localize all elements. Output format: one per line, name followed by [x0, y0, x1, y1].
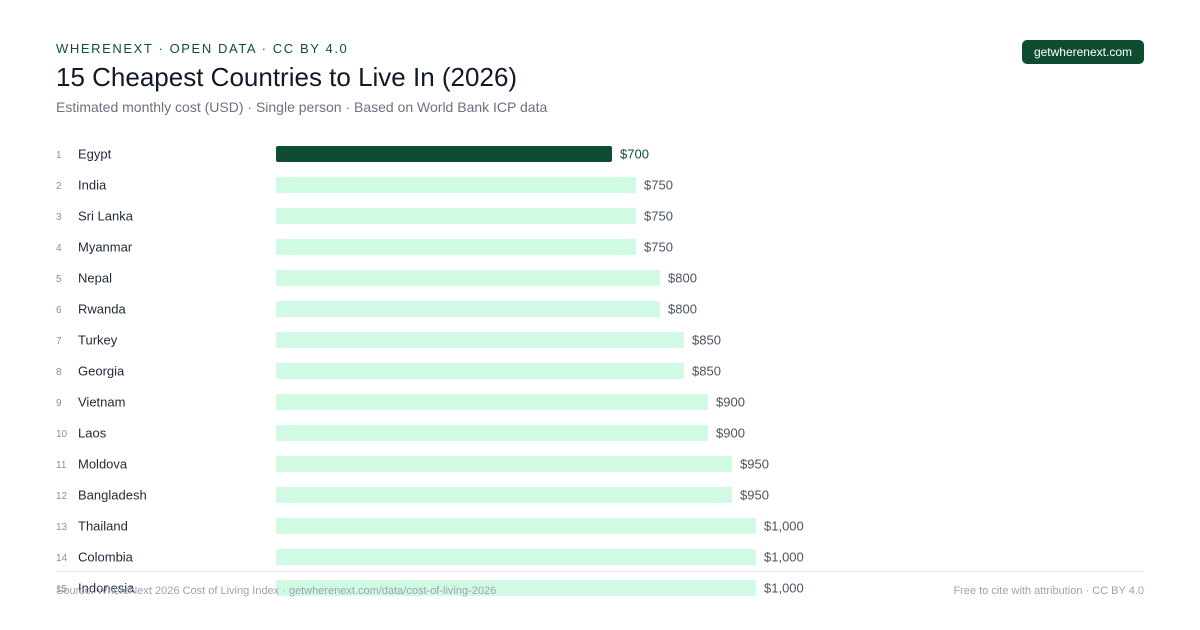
chart-title: 15 Cheapest Countries to Live In (2026) [56, 62, 518, 92]
country-label: Thailand [78, 519, 128, 534]
source-note: Source: WhereNext 2026 Cost of Living In… [56, 585, 497, 597]
value-label: $850 [692, 364, 721, 379]
country-label: Georgia [78, 364, 125, 379]
rank-number: 7 [56, 336, 62, 347]
rank-number: 12 [56, 491, 68, 502]
country-label: Vietnam [78, 395, 125, 410]
bar [276, 208, 636, 224]
country-label: Myanmar [78, 240, 133, 255]
license-note: Free to cite with attribution · CC BY 4.… [953, 585, 1144, 597]
bar [276, 239, 636, 255]
bar [276, 456, 732, 472]
value-label: $800 [668, 302, 697, 317]
bar [276, 394, 708, 410]
country-label: Nepal [78, 271, 112, 286]
country-label: Indonesia [78, 581, 135, 596]
bar [276, 549, 756, 565]
country-label: Laos [78, 426, 107, 441]
rank-number: 9 [56, 398, 62, 409]
rank-number: 6 [56, 305, 62, 316]
site-link-badge[interactable]: getwherenext.com [1021, 40, 1144, 64]
value-label: $850 [692, 333, 721, 348]
value-label: $900 [716, 426, 745, 441]
rank-number: 11 [56, 460, 67, 471]
bar [276, 487, 732, 503]
country-label: Moldova [78, 457, 128, 472]
bar [276, 177, 636, 193]
bar [276, 146, 612, 162]
rank-number: 1 [56, 150, 62, 161]
country-label: Sri Lanka [78, 209, 134, 224]
value-label: $1,000 [764, 519, 804, 534]
rank-number: 4 [56, 243, 62, 254]
value-label: $950 [740, 457, 769, 472]
country-label: Rwanda [78, 302, 126, 317]
bar [276, 363, 684, 379]
bar [276, 332, 684, 348]
rank-number: 2 [56, 181, 62, 192]
value-label: $700 [620, 147, 649, 162]
rank-number: 10 [56, 429, 68, 440]
value-label: $750 [644, 209, 673, 224]
country-label: Colombia [78, 550, 134, 565]
footer-divider [56, 571, 1144, 572]
country-label: Bangladesh [78, 488, 147, 503]
rank-number: 14 [56, 553, 68, 564]
bar [276, 580, 756, 596]
rank-number: 13 [56, 522, 68, 533]
rank-number: 15 [56, 584, 68, 595]
value-label: $900 [716, 395, 745, 410]
value-label: $750 [644, 240, 673, 255]
country-label: Egypt [78, 147, 112, 162]
rank-number: 8 [56, 367, 62, 378]
value-label: $800 [668, 271, 697, 286]
rank-number: 5 [56, 274, 62, 285]
bar [276, 518, 756, 534]
value-label: $1,000 [764, 550, 804, 565]
bar [276, 425, 708, 441]
rank-number: 3 [56, 212, 62, 223]
bar [276, 301, 660, 317]
country-label: India [78, 178, 107, 193]
chart-subtitle: Estimated monthly cost (USD) · Single pe… [56, 99, 548, 115]
country-label: Turkey [78, 333, 118, 348]
value-label: $1,000 [764, 581, 804, 596]
value-label: $750 [644, 178, 673, 193]
value-label: $950 [740, 488, 769, 503]
eyebrow-label: WHERENEXT · OPEN DATA · CC BY 4.0 [56, 41, 349, 56]
bar [276, 270, 660, 286]
